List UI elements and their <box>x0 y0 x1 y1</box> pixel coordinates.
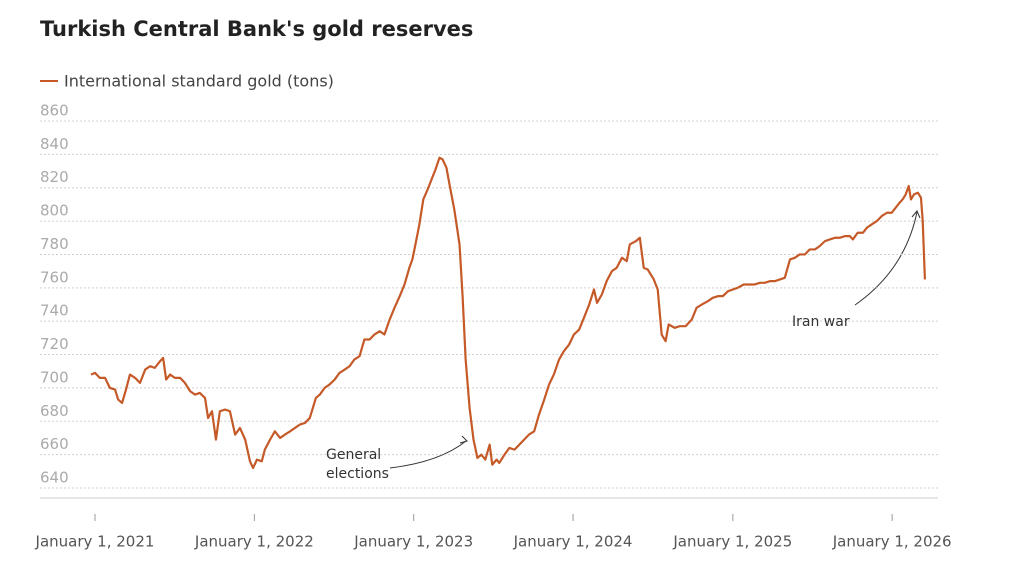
annotation-arrowhead <box>459 435 468 444</box>
y-tick-label: 780 <box>40 235 69 253</box>
x-tick-label: January 1, 2022 <box>194 533 314 551</box>
annotation-arrow <box>389 440 467 469</box>
x-tick-label: January 1, 2025 <box>672 533 792 551</box>
annotation-arrow <box>854 211 918 306</box>
y-tick-label: 680 <box>40 402 69 420</box>
annotation-arrowhead <box>911 210 921 219</box>
x-tick-label: January 1, 2024 <box>513 533 633 551</box>
y-tick-label: 800 <box>40 202 69 220</box>
y-tick-label: 820 <box>40 168 69 186</box>
y-tick-label: 720 <box>40 335 69 353</box>
x-tick-label: January 1, 2023 <box>353 533 473 551</box>
chart-title: Turkish Central Bank's gold reserves <box>40 17 473 41</box>
line-series <box>90 156 926 470</box>
y-tick-label: 700 <box>40 368 69 386</box>
annotation: General elections <box>326 447 389 482</box>
annotation: Iran war <box>792 314 850 330</box>
y-tick-label: 840 <box>40 135 69 153</box>
x-tick-label: January 1, 2021 <box>35 533 155 551</box>
y-tick-label: 660 <box>40 435 69 453</box>
y-tick-label: 860 <box>40 102 69 120</box>
legend-label: International standard gold (tons) <box>64 72 334 91</box>
y-tick-label: 760 <box>40 268 69 286</box>
y-tick-label: 640 <box>40 468 69 486</box>
x-tick-label: January 1, 2026 <box>832 533 952 551</box>
y-tick-label: 740 <box>40 302 69 320</box>
